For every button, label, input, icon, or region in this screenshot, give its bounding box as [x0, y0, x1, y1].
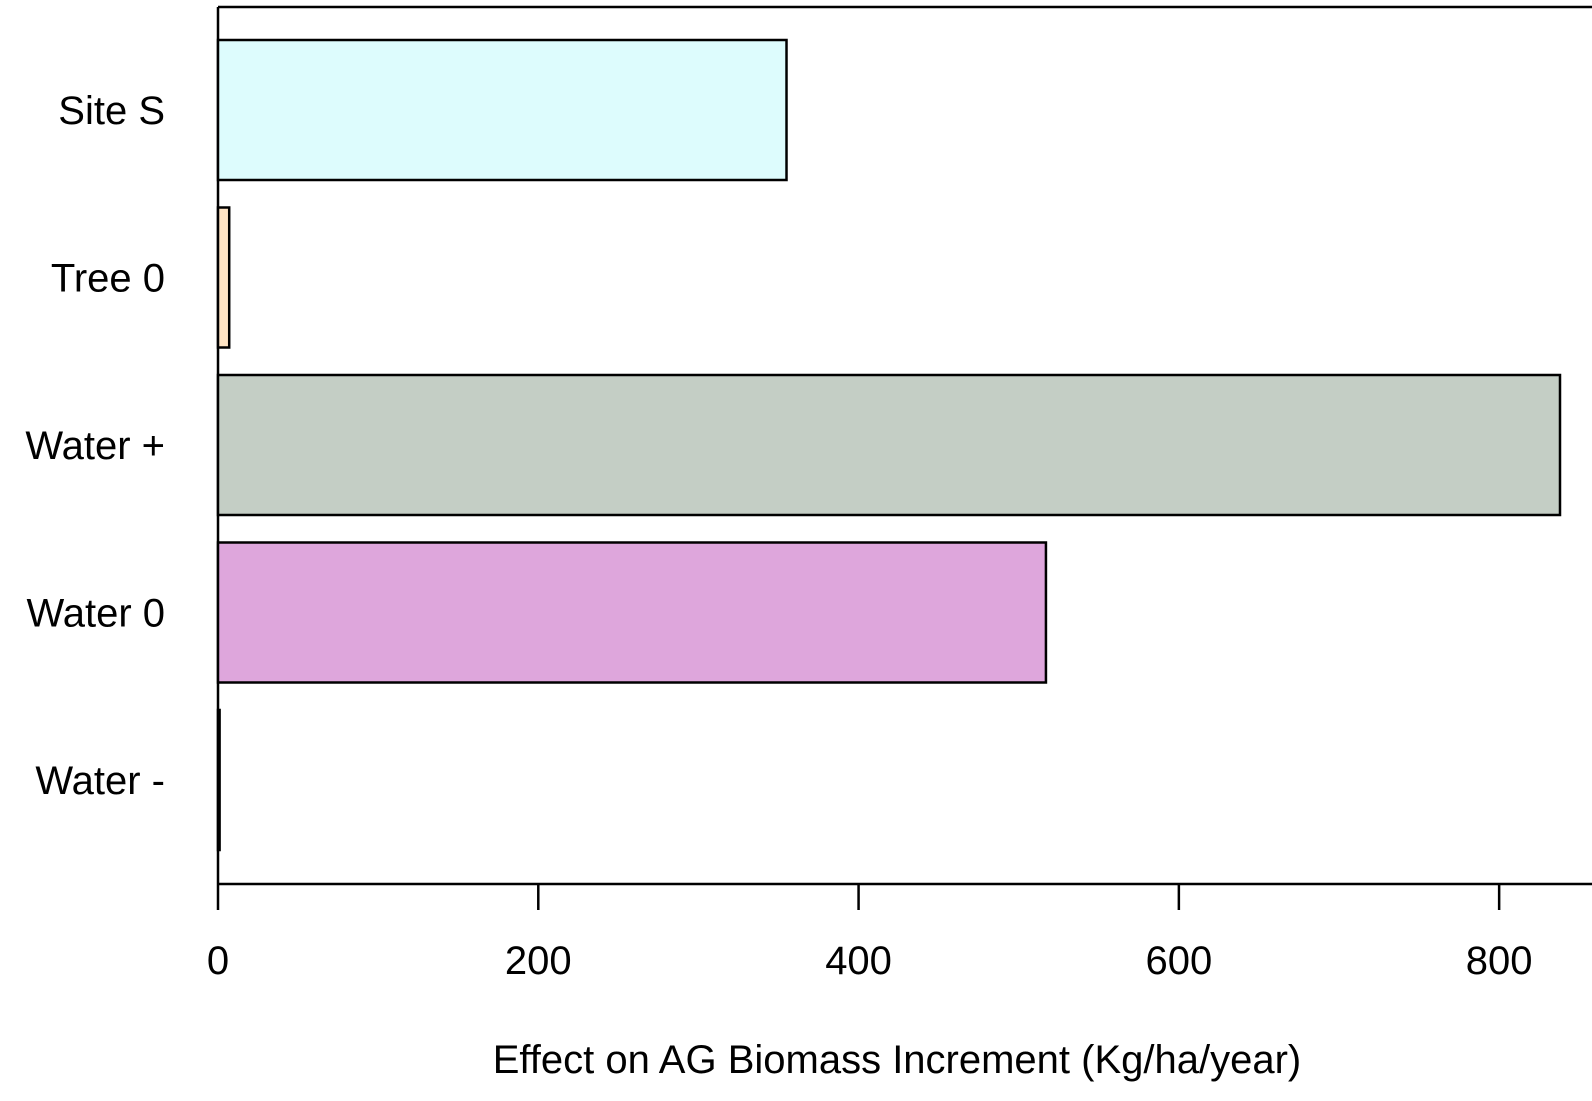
category-label: Tree 0 — [51, 257, 165, 301]
x-tick-label: 400 — [825, 939, 892, 983]
bar-water-0 — [216, 541, 1048, 684]
x-tick-label: 0 — [207, 939, 229, 983]
bars-group — [216, 38, 1562, 852]
x-tick-label: 200 — [505, 939, 572, 983]
category-label: Water + — [25, 424, 165, 468]
category-label: Site S — [58, 89, 165, 133]
x-tick-label: 800 — [1466, 939, 1533, 983]
bar-water — [216, 373, 1562, 517]
x-axis-label: Effect on AG Biomass Increment (Kg/ha/ye… — [493, 1038, 1302, 1082]
x-axis: 0 200 400 600 800 — [207, 882, 1592, 983]
bar-water — [216, 708, 221, 852]
bar-site-s — [216, 38, 788, 182]
category-label: Water 0 — [26, 592, 165, 636]
category-labels-group: Site S Tree 0 Water + Water 0 Water - — [25, 89, 165, 803]
bar-tree-0 — [216, 206, 231, 349]
x-tick-label: 600 — [1145, 939, 1212, 983]
category-label: Water - — [35, 759, 165, 803]
